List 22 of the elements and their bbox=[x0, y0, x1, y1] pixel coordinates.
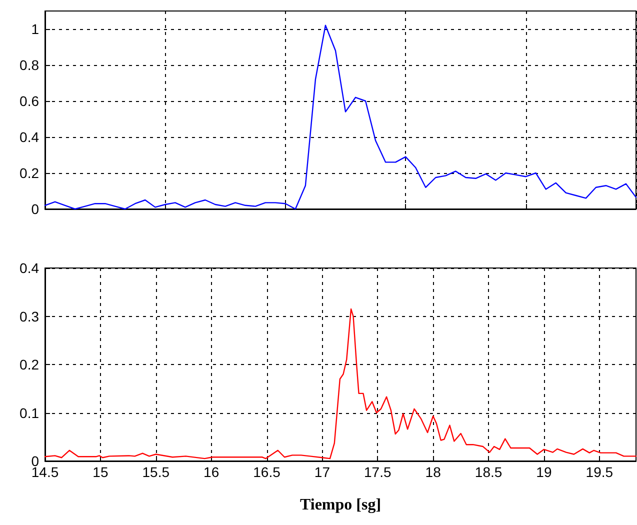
y-tick-label: 0.8 bbox=[20, 57, 40, 73]
x-tick-label: 17 bbox=[314, 464, 330, 480]
x-axis-title: Tiempo [sg] bbox=[300, 496, 382, 514]
x-tick-label: 17.5 bbox=[364, 464, 392, 480]
y-tick-label: 0.3 bbox=[20, 308, 40, 324]
y-tick-label: 0.2 bbox=[20, 165, 40, 181]
y-tick-label: 0.2 bbox=[20, 356, 40, 372]
y-tick-label: 1 bbox=[31, 21, 40, 37]
x-tick-label: 19.5 bbox=[586, 464, 614, 480]
x-tick-label: 16.5 bbox=[253, 464, 281, 480]
line-series bbox=[44, 308, 637, 460]
y-tick-label: 0.1 bbox=[20, 404, 40, 421]
y-tick-label: 0.6 bbox=[20, 93, 40, 109]
x-tick-label: 16 bbox=[204, 464, 220, 480]
y-tick-label: 0.4 bbox=[20, 260, 40, 276]
y-tick-label: 0.4 bbox=[20, 129, 40, 145]
y-tick-label: 0 bbox=[31, 201, 40, 217]
x-tick-label: 18.5 bbox=[474, 464, 502, 480]
x-tick-label: 15 bbox=[92, 464, 108, 480]
x-tick-label: 19 bbox=[536, 464, 552, 480]
x-tick-label: 18 bbox=[425, 464, 442, 480]
x-tick-label: 15.5 bbox=[142, 464, 170, 480]
